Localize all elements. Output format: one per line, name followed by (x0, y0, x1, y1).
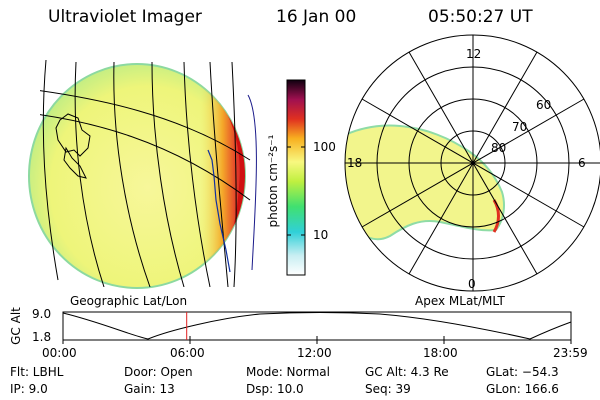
time-label: 05:50:27 UT (428, 7, 533, 27)
meridian-line (74, 61, 105, 287)
x-tick-label: 00:00 (42, 346, 77, 360)
sequence-info: Seq: 39 (365, 382, 411, 396)
coastline (207, 149, 231, 273)
auroral-oval (345, 124, 505, 241)
app-title: Ultraviolet Imager (48, 7, 202, 27)
coastline (22, 116, 30, 130)
altitude-x-ticks (62, 336, 572, 344)
x-tick-label: 06:00 (170, 346, 205, 360)
right-panel-label: Apex MLat/MLT (415, 294, 505, 308)
colorbar-tick-10: 10 (313, 228, 329, 242)
latitude-line (40, 114, 251, 201)
x-tick-label: 12:00 (297, 346, 332, 360)
altitude-plot-frame (62, 311, 572, 341)
altitude-curve (62, 312, 572, 340)
coastline (63, 146, 87, 179)
polar-grid (344, 34, 600, 292)
gc-alt-info: GC Alt: 4.3 Re (365, 365, 449, 379)
colorbar (286, 79, 306, 276)
x-tick-label: 23:59 (553, 346, 588, 360)
altitude-ytick-min: 1.8 (32, 330, 52, 344)
mlat-label-70: 70 (512, 120, 528, 134)
meridian-line (183, 61, 211, 287)
dsp-info: Dsp: 10.0 (246, 382, 304, 396)
coastline (55, 113, 91, 157)
mlat-label-60: 60 (536, 98, 552, 112)
ip-info: IP: 9.0 (10, 382, 48, 396)
mode-info: Mode: Normal (246, 365, 330, 379)
geographic-grid (22, 59, 251, 287)
left-panel-label: Geographic Lat/Lon (70, 294, 188, 308)
mlt-label-12: 12 (466, 47, 482, 61)
door-info: Door: Open (124, 365, 193, 379)
polar-aurora-image (345, 124, 505, 241)
glat-info: GLat: −54.3 (486, 365, 559, 379)
mlt-label-0: 0 (468, 277, 476, 291)
colorbar-unit-label: photon cm⁻²s⁻¹ (266, 134, 280, 228)
altitude-ytick-max: 9.0 (32, 307, 52, 321)
polar-spoke (361, 98, 585, 228)
latitude-line (40, 90, 251, 161)
mlt-label-6: 6 (578, 156, 586, 170)
date-label: 16 Jan 00 (276, 7, 357, 27)
meridian-line (42, 59, 59, 281)
altitude-ylabel: GC Alt (9, 307, 23, 345)
mlt-label-18: 18 (347, 156, 363, 170)
glon-info: GLon: 166.6 (486, 382, 559, 396)
meridian-line (151, 61, 185, 287)
filter-info: Flt: LBHL (10, 365, 64, 379)
mlat-label-80: 80 (491, 141, 507, 155)
terminator-arc (247, 94, 257, 271)
colorbar-tick-100: 100 (313, 140, 336, 154)
meridian-line (113, 61, 151, 287)
gain-info: Gain: 13 (124, 382, 175, 396)
x-tick-label: 18:00 (423, 346, 458, 360)
meridian-line (231, 61, 237, 287)
